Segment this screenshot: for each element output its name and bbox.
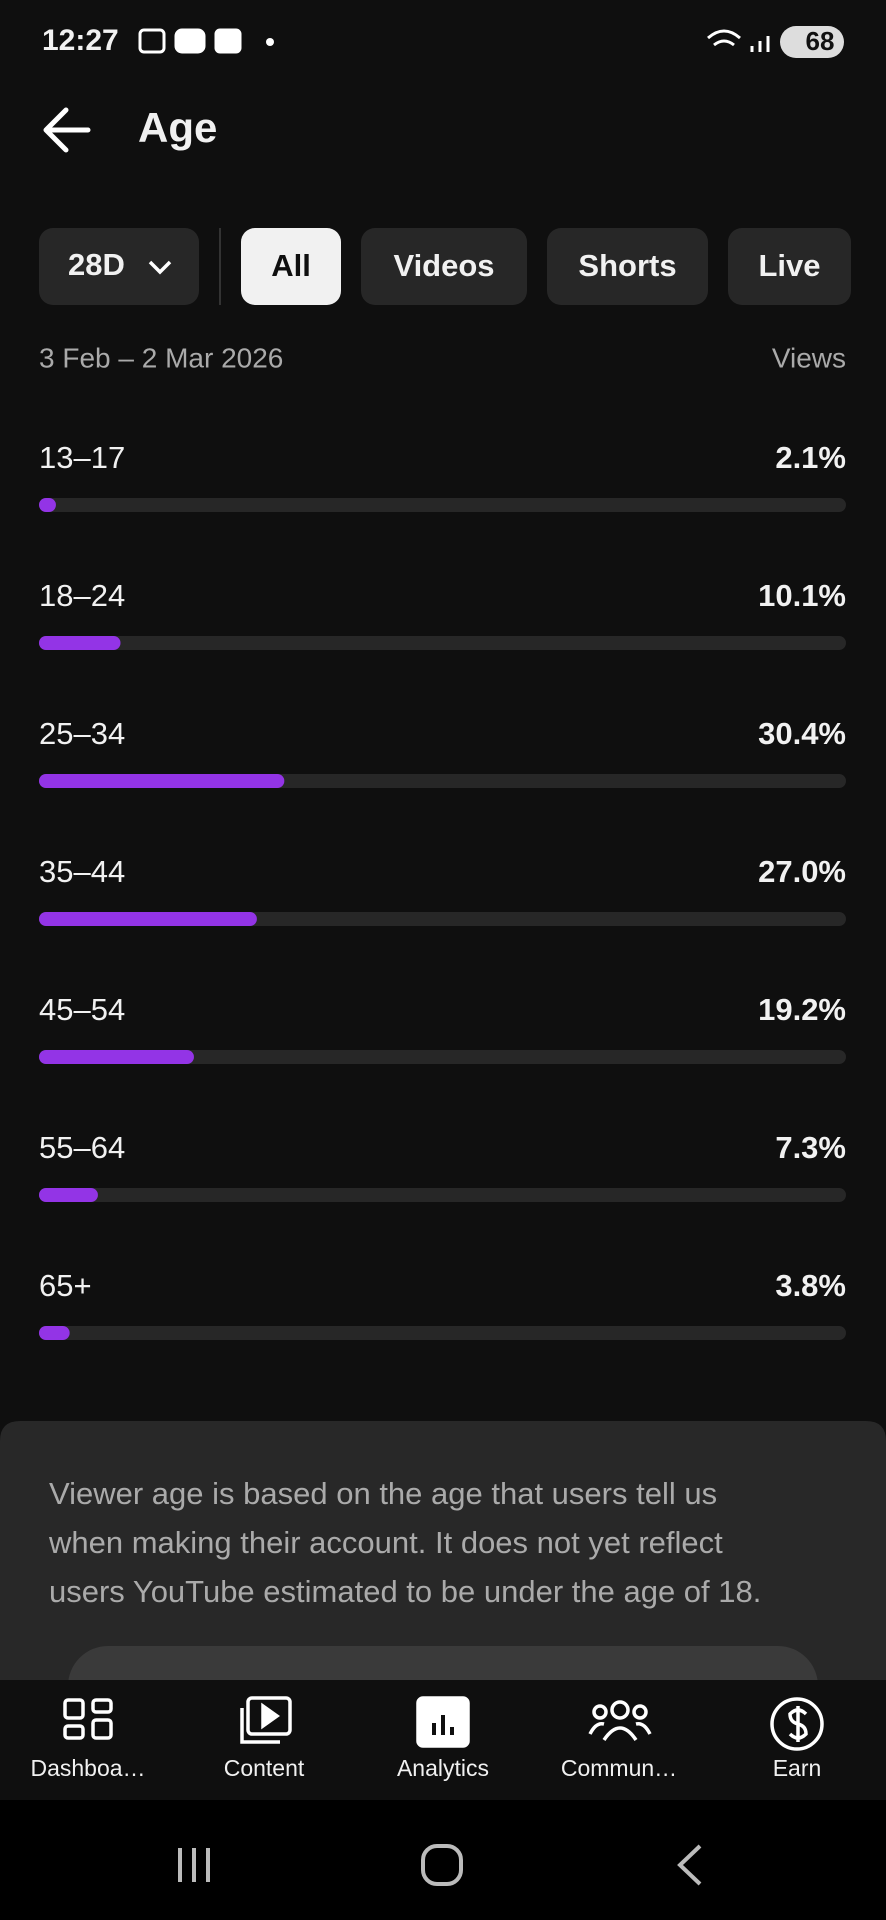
filter-chip-label: Live [758,248,820,283]
note-panel [0,1421,886,1680]
status-time: 12:27 [42,24,119,57]
value-label: 27.0% [758,854,846,889]
age-label: 18–24 [39,578,125,613]
value-label: 3.8% [775,1268,846,1303]
value-label: 2.1% [775,440,846,475]
filter-chip[interactable] [728,228,851,305]
age-label: 13–17 [39,440,125,475]
bar-track [39,1326,846,1340]
bar-track [39,1188,846,1202]
bar [39,774,285,788]
period-label: 28D [68,247,125,282]
nav-label[interactable]: Dashboa… [30,1755,145,1781]
back-button[interactable] [43,107,91,153]
age-label: 55–64 [39,1130,125,1165]
age-label: 65+ [39,1268,92,1303]
nav-label[interactable]: Content [224,1755,305,1781]
nav-icons [63,1696,824,1751]
nav-label[interactable]: Earn [773,1755,822,1781]
analytics-glyph [432,1715,454,1735]
period-dropdown[interactable] [39,228,199,305]
age-label: 25–34 [39,716,125,751]
filter-chip-label: Shorts [578,248,676,283]
value-label: 19.2% [758,992,846,1027]
nav-label[interactable]: Commun… [561,1755,677,1781]
bar [39,912,257,926]
status-icons [138,28,770,54]
bar [39,498,56,512]
filter-chip-label: Videos [393,248,494,283]
bar [39,1188,98,1202]
nav-label[interactable]: Analytics [397,1755,489,1781]
filter-chip[interactable] [547,228,708,305]
filter-chip[interactable] [241,228,341,305]
value-label: 30.4% [758,716,846,751]
filter-chip[interactable] [361,228,527,305]
value-label: 7.3% [775,1130,846,1165]
filter-chip-label: All [271,248,311,283]
note-line: users YouTube estimated to be under the … [49,1574,761,1609]
chips: All Videos Shorts Live [241,228,851,305]
age-label: 35–44 [39,854,125,889]
battery [780,26,844,58]
dropdown-caret [148,260,172,275]
age-label: 45–54 [39,992,125,1027]
date-range: 3 Feb – 2 Mar 2026 [39,342,283,373]
page-title: Age [138,104,217,151]
system-nav [0,1800,886,1920]
value-label: 10.1% [758,578,846,613]
bar [39,636,121,650]
bar [39,1326,70,1340]
nav-labels: Dashboa… Content Analytics Commun… Earn [30,1755,821,1781]
system-buttons [178,1844,702,1886]
note-line: Viewer age is based on the age that user… [49,1476,717,1511]
note-line: when making their account. It does not y… [48,1525,723,1560]
column-label: Views [772,342,846,373]
battery-level: 68 [806,26,835,56]
age-rows: 13–17 2.1% 18–24 10.1% 25–34 30.4% 35–44 27.0% 4… [39,440,846,1340]
bar [39,1050,194,1064]
bar-track [39,498,846,512]
bar-track [39,636,846,650]
bar-track [39,1050,846,1064]
